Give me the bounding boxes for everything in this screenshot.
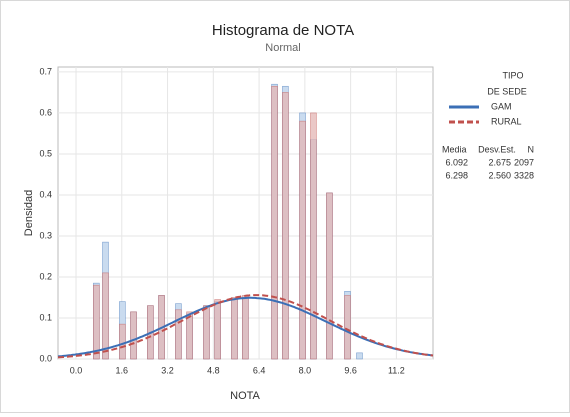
stat-mean: 6.092: [445, 157, 468, 167]
bar: [356, 352, 363, 360]
chart-title: Histograma de NOTA: [212, 22, 354, 39]
x-tick-label: 3.2: [161, 365, 174, 375]
stats-header: N: [528, 144, 535, 154]
legend-title: TIPO: [502, 70, 523, 80]
stat-n: 3328: [514, 170, 534, 180]
bar: [231, 297, 238, 360]
normal-curve: [57, 294, 434, 359]
y-tick-label: 0.2: [39, 271, 52, 281]
bar: [242, 295, 249, 360]
y-tick-label: 0.4: [39, 189, 52, 199]
bar: [282, 92, 289, 360]
stats-header: Media: [442, 144, 467, 154]
y-tick-label: 0.5: [39, 148, 52, 158]
x-axis-label: NOTA: [230, 390, 260, 402]
bar: [271, 85, 278, 360]
stat-sd: 2.675: [488, 157, 511, 167]
stats-header: Desv.Est.: [478, 144, 516, 154]
y-tick-label: 0.3: [39, 230, 52, 240]
legend-label: RURAL: [491, 116, 522, 126]
y-tick-label: 0.0: [39, 353, 52, 363]
bar: [175, 309, 182, 360]
x-tick-label: 6.4: [253, 365, 266, 375]
x-tick-label: 8.0: [299, 365, 312, 375]
x-tick-label: 1.6: [116, 365, 129, 375]
bar: [326, 192, 333, 360]
x-tick-label: 9.6: [344, 365, 357, 375]
x-tick-label: 0.0: [70, 365, 83, 375]
stat-n: 2097: [514, 157, 534, 167]
bar: [310, 112, 317, 360]
bar: [299, 120, 306, 360]
bar: [119, 323, 126, 360]
y-tick-label: 0.7: [39, 66, 52, 76]
x-tick-label: 4.8: [207, 365, 220, 375]
y-axis-label: Densidad: [23, 190, 35, 236]
stat-mean: 6.298: [445, 170, 468, 180]
bar: [214, 299, 221, 360]
bar: [102, 272, 109, 360]
x-tick-label: 11.2: [388, 365, 405, 375]
stat-sd: 2.560: [488, 170, 511, 180]
legend-title: DE SEDE: [487, 86, 527, 96]
bar: [186, 311, 193, 360]
y-tick-label: 0.1: [39, 312, 52, 322]
bar: [130, 311, 137, 360]
y-tick-label: 0.6: [39, 107, 52, 117]
legend-label: GAM: [491, 101, 512, 111]
bar: [93, 284, 100, 360]
bar: [203, 305, 210, 360]
bar: [344, 295, 351, 360]
chart-subtitle: Normal: [265, 42, 300, 54]
